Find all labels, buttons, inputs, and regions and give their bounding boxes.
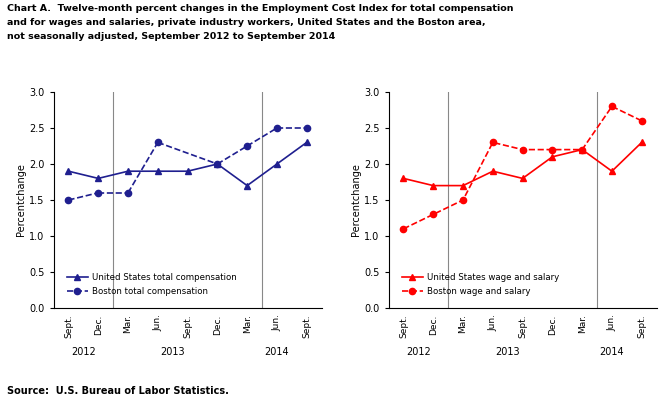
Text: not seasonally adjusted, September 2012 to September 2014: not seasonally adjusted, September 2012 …: [7, 32, 335, 41]
Text: 2013: 2013: [495, 347, 520, 357]
Text: Chart A.  Twelve-month percent changes in the Employment Cost Index for total co: Chart A. Twelve-month percent changes in…: [7, 4, 513, 13]
Legend: United States total compensation, Boston total compensation: United States total compensation, Boston…: [63, 269, 240, 299]
Text: 2012: 2012: [406, 347, 431, 357]
Text: 2014: 2014: [265, 347, 289, 357]
Y-axis label: Percentchange: Percentchange: [16, 164, 26, 236]
Text: Source:  U.S. Bureau of Labor Statistics.: Source: U.S. Bureau of Labor Statistics.: [7, 386, 228, 396]
Y-axis label: Percentchange: Percentchange: [351, 164, 361, 236]
Text: 2014: 2014: [600, 347, 624, 357]
Text: and for wages and salaries, private industry workers, United States and the Bost: and for wages and salaries, private indu…: [7, 18, 485, 27]
Text: 2013: 2013: [160, 347, 185, 357]
Text: 2012: 2012: [71, 347, 96, 357]
Legend: United States wage and salary, Boston wage and salary: United States wage and salary, Boston wa…: [398, 269, 562, 299]
